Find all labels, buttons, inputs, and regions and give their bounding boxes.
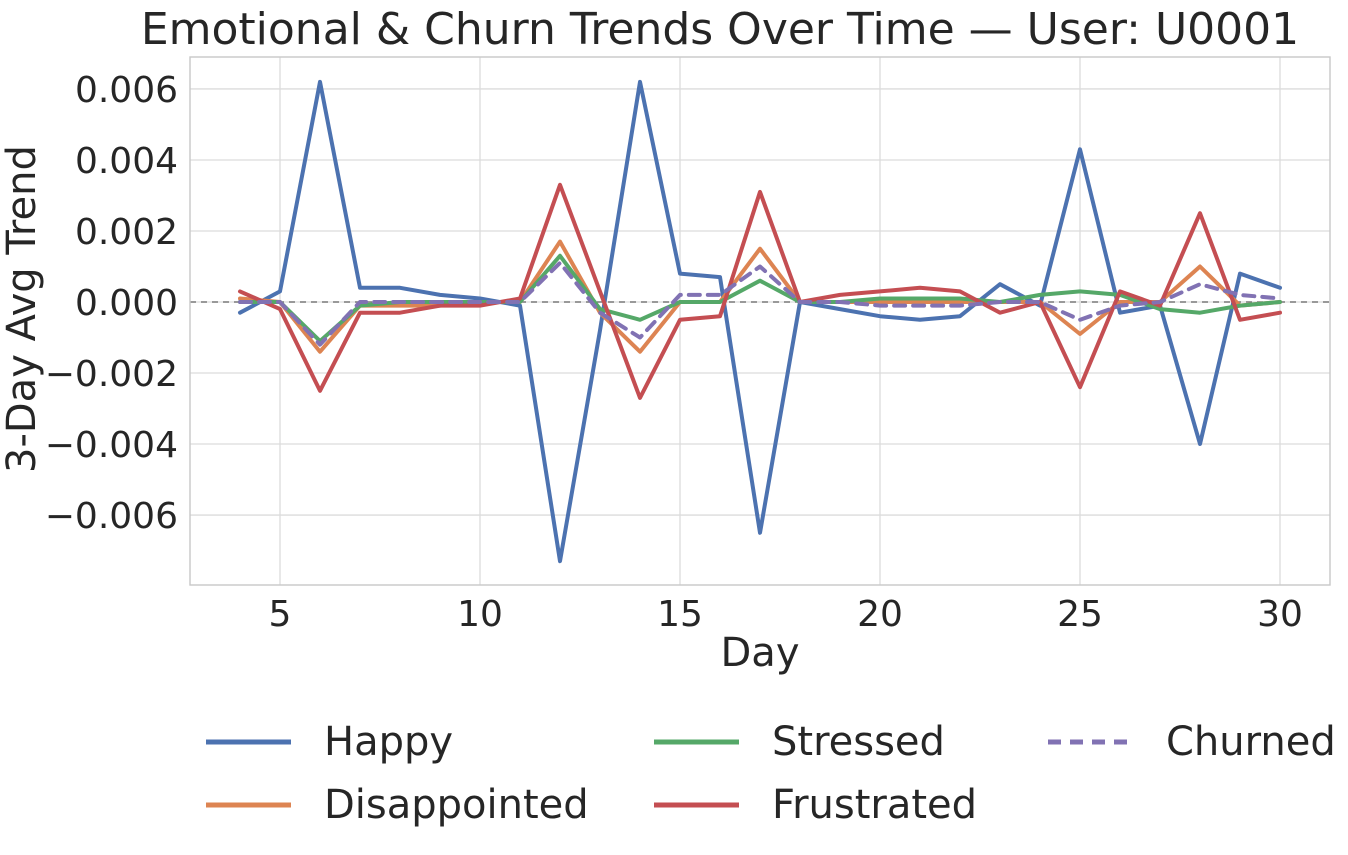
y-tick-label: −0.006 (45, 496, 178, 537)
series-line-churned (238, 260, 1282, 347)
y-tick-label: 0.000 (75, 283, 178, 324)
y-tick-label: 0.004 (75, 141, 178, 182)
y-tick-label: −0.004 (45, 425, 178, 466)
y-tick-label: −0.002 (45, 354, 178, 395)
x-tick-label: 25 (1057, 594, 1103, 635)
plot-frame (189, 56, 1331, 586)
x-tick-label: 10 (457, 594, 503, 635)
series-line-happy (238, 79, 1282, 564)
y-tick-label: 0.006 (75, 70, 178, 111)
y-tick-label: 0.002 (75, 212, 178, 253)
x-tick-label: 20 (857, 594, 903, 635)
x-axis-label: Day (720, 630, 800, 676)
x-tick-label: 30 (1257, 594, 1303, 635)
series-line-disappointed (238, 239, 1282, 354)
x-tick-label: 15 (657, 594, 703, 635)
chart-title: Emotional & Churn Trends Over Time — Use… (140, 4, 1300, 55)
series-line-frustrated (238, 182, 1282, 400)
x-tick-label: 5 (269, 594, 292, 635)
